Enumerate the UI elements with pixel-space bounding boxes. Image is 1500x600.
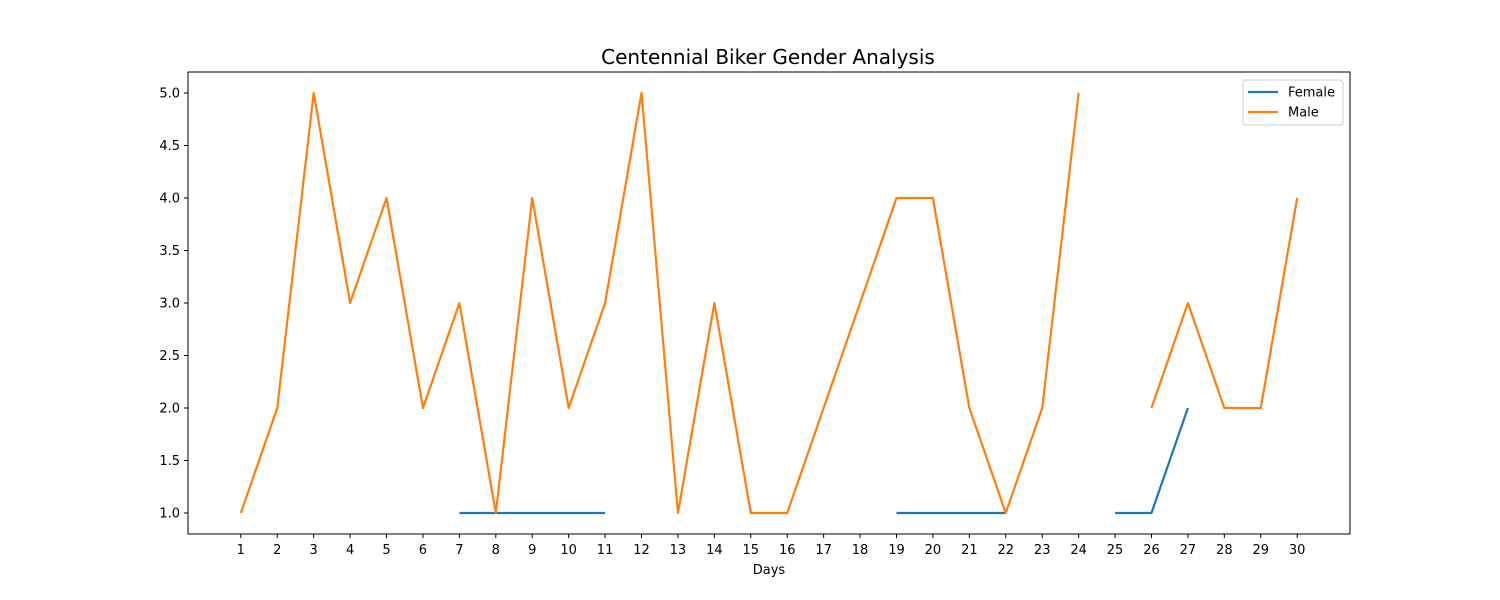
x-tick-label: 9 <box>528 543 536 558</box>
series-layer <box>239 91 1299 515</box>
x-tick-label: 14 <box>706 543 723 558</box>
x-tick-label: 29 <box>1252 543 1269 558</box>
x-tick-label: 15 <box>743 543 760 558</box>
x-tick-label: 18 <box>852 543 869 558</box>
female-series-line <box>1115 407 1189 515</box>
y-axis: 1.0 1.5 2.0 2.5 3.0 3.5 4.0 4.5 5.0 <box>159 87 188 522</box>
x-tick-label: 4 <box>346 543 354 558</box>
y-tick-label: 2.0 <box>159 402 180 417</box>
x-axis: 1 2 3 4 5 6 7 8 9 10 11 12 13 14 15 16 17 18 19 20 21 22 23 24 2… <box>237 534 1306 558</box>
y-tick-label: 4.5 <box>159 139 180 154</box>
chart-title: Centennial Biker Gender Analysis <box>601 45 935 69</box>
x-tick-label: 17 <box>815 543 832 558</box>
x-tick-label: 7 <box>455 543 463 558</box>
y-tick-label: 4.0 <box>159 192 180 207</box>
male-series-line <box>239 91 1080 515</box>
x-tick-label: 1 <box>237 543 245 558</box>
x-tick-label: 8 <box>492 543 500 558</box>
y-tick-label: 3.0 <box>159 297 180 312</box>
x-tick-label: 11 <box>597 543 614 558</box>
x-tick-label: 6 <box>419 543 427 558</box>
x-tick-label: 12 <box>633 543 650 558</box>
x-tick-label: 28 <box>1216 543 1233 558</box>
x-tick-label: 16 <box>779 543 796 558</box>
x-tick-label: 26 <box>1143 543 1160 558</box>
y-tick-label: 1.5 <box>159 454 180 469</box>
female-legend-label: Female <box>1288 86 1335 101</box>
x-axis-label: Days <box>753 563 786 578</box>
x-tick-label: 21 <box>961 543 978 558</box>
male-legend-label: Male <box>1288 106 1319 121</box>
x-tick-label: 22 <box>997 543 1014 558</box>
male-series-line <box>1150 197 1299 410</box>
x-tick-label: 10 <box>560 543 577 558</box>
y-tick-label: 1.0 <box>159 507 180 522</box>
x-tick-label: 30 <box>1289 543 1306 558</box>
plot-area <box>187 71 1351 535</box>
x-tick-label: 2 <box>273 543 281 558</box>
x-tick-label: 5 <box>382 543 390 558</box>
x-tick-label: 20 <box>925 543 942 558</box>
x-tick-label: 24 <box>1070 543 1087 558</box>
y-tick-label: 3.5 <box>159 244 180 259</box>
y-tick-label: 2.5 <box>159 349 180 364</box>
x-tick-label: 19 <box>888 543 905 558</box>
legend: Female Male <box>1242 79 1344 126</box>
x-tick-label: 27 <box>1180 543 1197 558</box>
x-tick-label: 25 <box>1107 543 1124 558</box>
x-tick-label: 23 <box>1034 543 1051 558</box>
y-tick-label: 5.0 <box>159 87 180 102</box>
x-tick-label: 13 <box>670 543 687 558</box>
x-tick-label: 3 <box>310 543 318 558</box>
